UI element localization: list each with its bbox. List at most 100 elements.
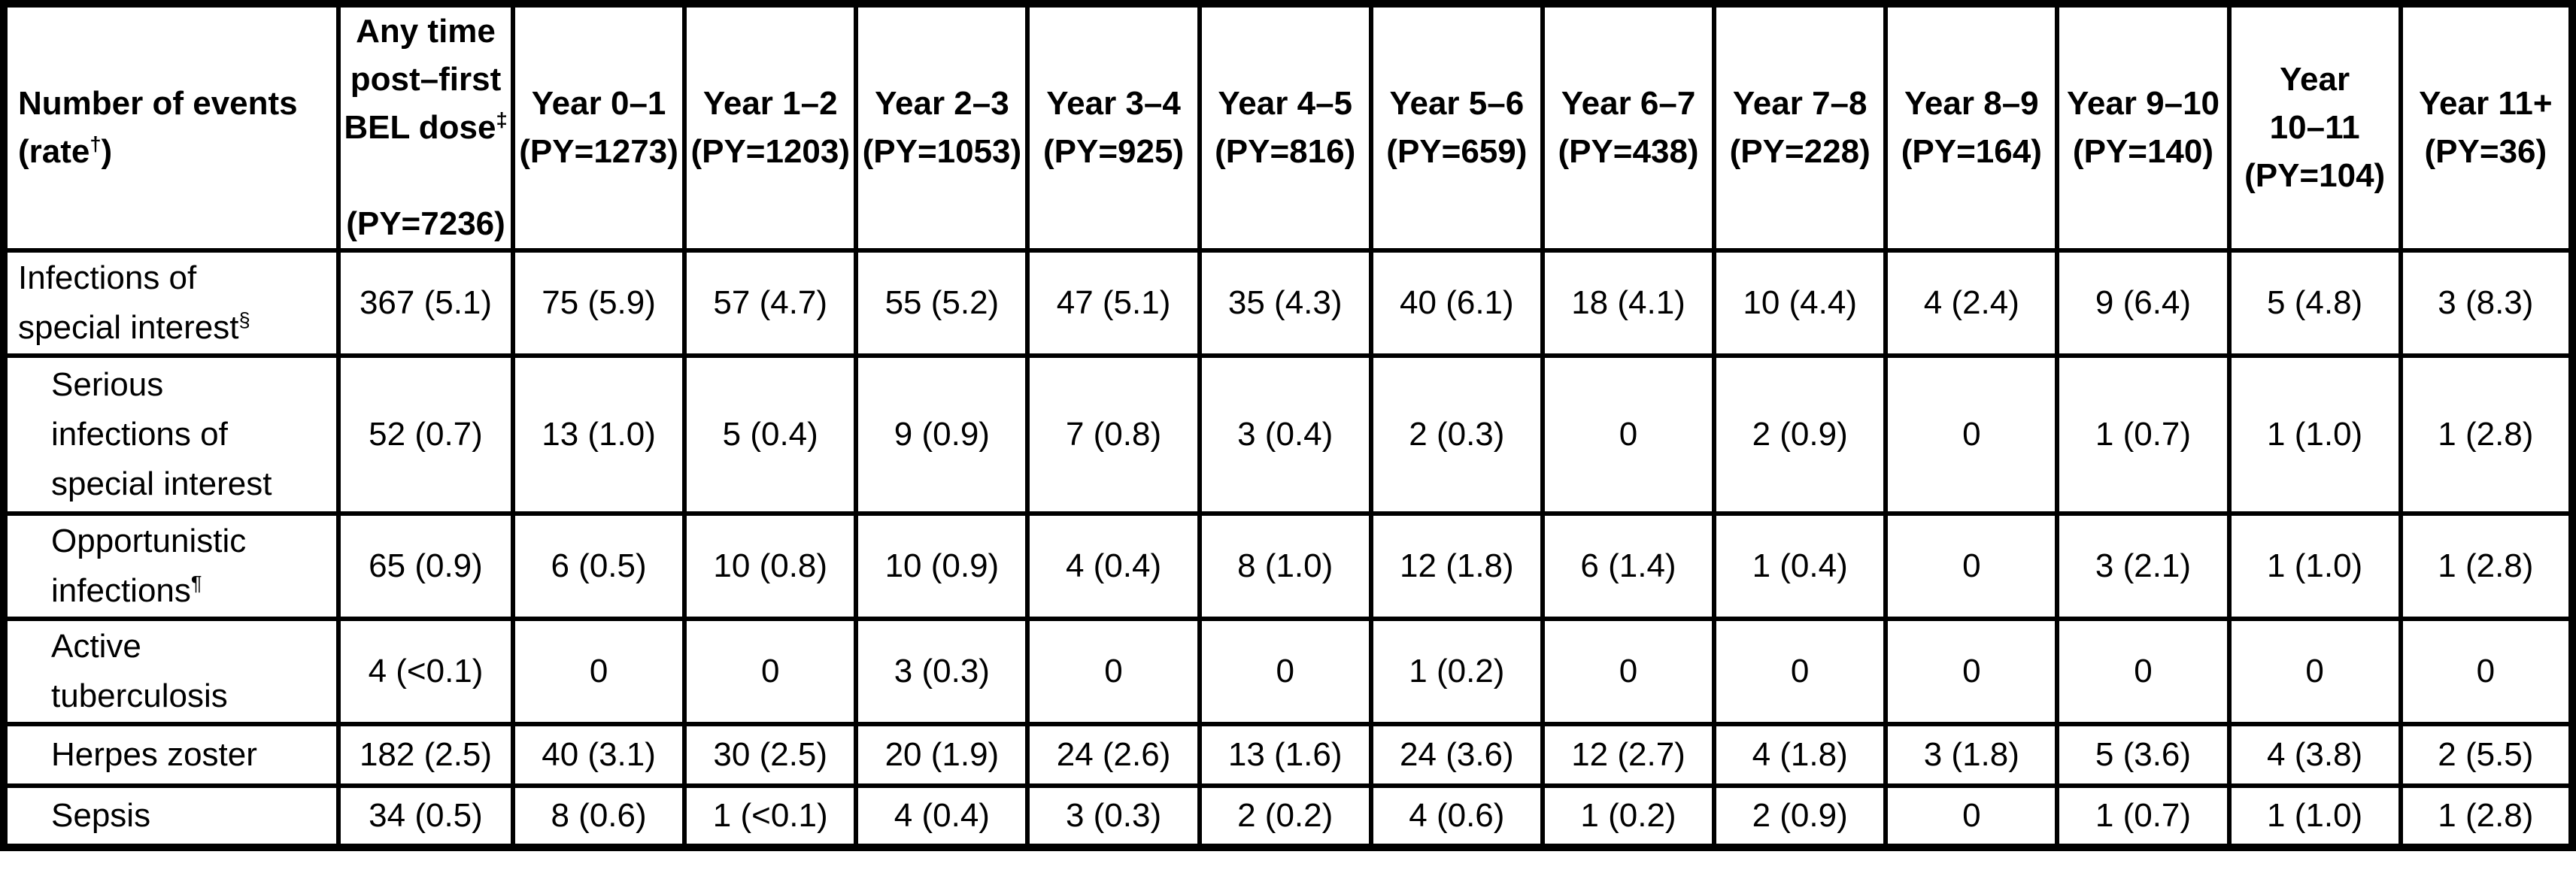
cell: 40 (3.1) xyxy=(510,722,687,788)
col-header-year-0-1: Year 0–1 (PY=1273) xyxy=(510,2,687,253)
cell: 9 (0.9) xyxy=(854,353,1030,516)
cell: 0 xyxy=(1540,353,1717,516)
cell: 65 (0.9) xyxy=(336,511,515,621)
cell: 6 (1.4) xyxy=(1540,511,1717,621)
col-header-year-8-9: Year 8–9 (PY=164) xyxy=(1883,2,2060,253)
cell: 3 (8.3) xyxy=(2398,248,2575,358)
cell: 8 (1.0) xyxy=(1197,511,1373,621)
cell: 3 (1.8) xyxy=(1883,722,2060,788)
cell: 1 (0.7) xyxy=(2055,353,2232,516)
cell: 12 (2.7) xyxy=(1540,722,1717,788)
cell: 10 (4.4) xyxy=(1712,248,1889,358)
col-header-year-6-7: Year 6–7 (PY=438) xyxy=(1540,2,1717,253)
cell: 0 xyxy=(1883,617,2060,726)
cell: 20 (1.9) xyxy=(854,722,1030,788)
table-row-sepsis: Sepsis 34 (0.5) 8 (0.6) 1 (<0.1) 4 (0.4)… xyxy=(2,783,2575,850)
row-label-infections-of-special-interest: Infections of special interest§ xyxy=(2,248,341,358)
table-row-infections-of-special-interest: Infections of special interest§ 367 (5.1)… xyxy=(2,248,2575,358)
col-header-year-5-6: Year 5–6 (PY=659) xyxy=(1368,2,1545,253)
cell: 18 (4.1) xyxy=(1540,248,1717,358)
col-header-year-7-8: Year 7–8 (PY=228) xyxy=(1712,2,1889,253)
cell: 1 (<0.1) xyxy=(682,783,859,850)
cell: 2 (0.2) xyxy=(1197,783,1373,850)
col-header-year-3-4: Year 3–4 (PY=925) xyxy=(1025,2,1202,253)
cell: 10 (0.9) xyxy=(854,511,1030,621)
col-header-any-time-post-first-bel-dose: Any time post–first BEL dose‡ (PY=7236) xyxy=(336,2,515,253)
cell: 0 xyxy=(1197,617,1373,726)
cell: 35 (4.3) xyxy=(1197,248,1373,358)
cell: 0 xyxy=(510,617,687,726)
cell: 2 (0.3) xyxy=(1368,353,1545,516)
cell: 0 xyxy=(1883,783,2060,850)
cell: 3 (2.1) xyxy=(2055,511,2232,621)
cell: 0 xyxy=(1712,617,1889,726)
cell: 4 (<0.1) xyxy=(336,617,515,726)
cell: 367 (5.1) xyxy=(336,248,515,358)
cell: 75 (5.9) xyxy=(510,248,687,358)
cell: 4 (1.8) xyxy=(1712,722,1889,788)
cell: 0 xyxy=(1025,617,1202,726)
header-row: Number of events (rate†) Any time post–fir… xyxy=(2,2,2575,253)
row-label-herpes-zoster: Herpes zoster xyxy=(2,722,341,788)
col-header-year-10-11: Year 10–11 (PY=104) xyxy=(2226,2,2403,253)
cell: 1 (0.7) xyxy=(2055,783,2232,850)
cell: 2 (5.5) xyxy=(2398,722,2575,788)
cell: 7 (0.8) xyxy=(1025,353,1202,516)
row-label-active-tuberculosis: Active tuberculosis xyxy=(2,617,341,726)
cell: 24 (2.6) xyxy=(1025,722,1202,788)
cell: 3 (0.3) xyxy=(1025,783,1202,850)
cell: 57 (4.7) xyxy=(682,248,859,358)
cell: 0 xyxy=(682,617,859,726)
col-header-year-4-5: Year 4–5 (PY=816) xyxy=(1197,2,1373,253)
cell: 5 (4.8) xyxy=(2226,248,2403,358)
cell: 0 xyxy=(2055,617,2232,726)
cell: 1 (2.8) xyxy=(2398,353,2575,516)
cell: 1 (0.4) xyxy=(1712,511,1889,621)
cell: 1 (1.0) xyxy=(2226,511,2403,621)
cell: 6 (0.5) xyxy=(510,511,687,621)
cell: 52 (0.7) xyxy=(336,353,515,516)
table-row-herpes-zoster: Herpes zoster 182 (2.5) 40 (3.1) 30 (2.5… xyxy=(2,722,2575,788)
col-header-year-2-3: Year 2–3 (PY=1053) xyxy=(854,2,1030,253)
cell: 1 (2.8) xyxy=(2398,783,2575,850)
cell: 3 (0.4) xyxy=(1197,353,1373,516)
cell: 13 (1.6) xyxy=(1197,722,1373,788)
cell: 5 (0.4) xyxy=(682,353,859,516)
cell: 0 xyxy=(2398,617,2575,726)
cell: 40 (6.1) xyxy=(1368,248,1545,358)
cell: 1 (0.2) xyxy=(1540,783,1717,850)
row-label-serious-infections: Serious infections of special interest xyxy=(2,353,341,516)
cell: 1 (0.2) xyxy=(1368,617,1545,726)
cell: 0 xyxy=(1883,353,2060,516)
cell: 9 (6.4) xyxy=(2055,248,2232,358)
cell: 12 (1.8) xyxy=(1368,511,1545,621)
cell: 24 (3.6) xyxy=(1368,722,1545,788)
col-header-year-1-2: Year 1–2 (PY=1203) xyxy=(682,2,859,253)
row-label-opportunistic-infections: Opportunistic infections¶ xyxy=(2,511,341,621)
events-rate-table: Number of events (rate†) Any time post–fir… xyxy=(0,0,2576,851)
cell: 4 (0.6) xyxy=(1368,783,1545,850)
cell: 0 xyxy=(1540,617,1717,726)
cell: 2 (0.9) xyxy=(1712,353,1889,516)
cell: 13 (1.0) xyxy=(510,353,687,516)
table-row-opportunistic-infections: Opportunistic infections¶ 65 (0.9) 6 (0.5… xyxy=(2,511,2575,621)
table-row-serious-infections: Serious infections of special interest 52 … xyxy=(2,353,2575,516)
cell: 1 (1.0) xyxy=(2226,783,2403,850)
row-label-sepsis: Sepsis xyxy=(2,783,341,850)
cell: 4 (3.8) xyxy=(2226,722,2403,788)
cell: 5 (3.6) xyxy=(2055,722,2232,788)
cell: 4 (2.4) xyxy=(1883,248,2060,358)
cell: 0 xyxy=(2226,617,2403,726)
cell: 0 xyxy=(1883,511,2060,621)
cell: 47 (5.1) xyxy=(1025,248,1202,358)
cell: 3 (0.3) xyxy=(854,617,1030,726)
cell: 55 (5.2) xyxy=(854,248,1030,358)
cell: 4 (0.4) xyxy=(854,783,1030,850)
cell: 4 (0.4) xyxy=(1025,511,1202,621)
cell: 10 (0.8) xyxy=(682,511,859,621)
cell: 30 (2.5) xyxy=(682,722,859,788)
cell: 1 (2.8) xyxy=(2398,511,2575,621)
col-header-year-11-plus: Year 11+ (PY=36) xyxy=(2398,2,2575,253)
table-row-active-tuberculosis: Active tuberculosis 4 (<0.1) 0 0 3 (0.3) … xyxy=(2,617,2575,726)
